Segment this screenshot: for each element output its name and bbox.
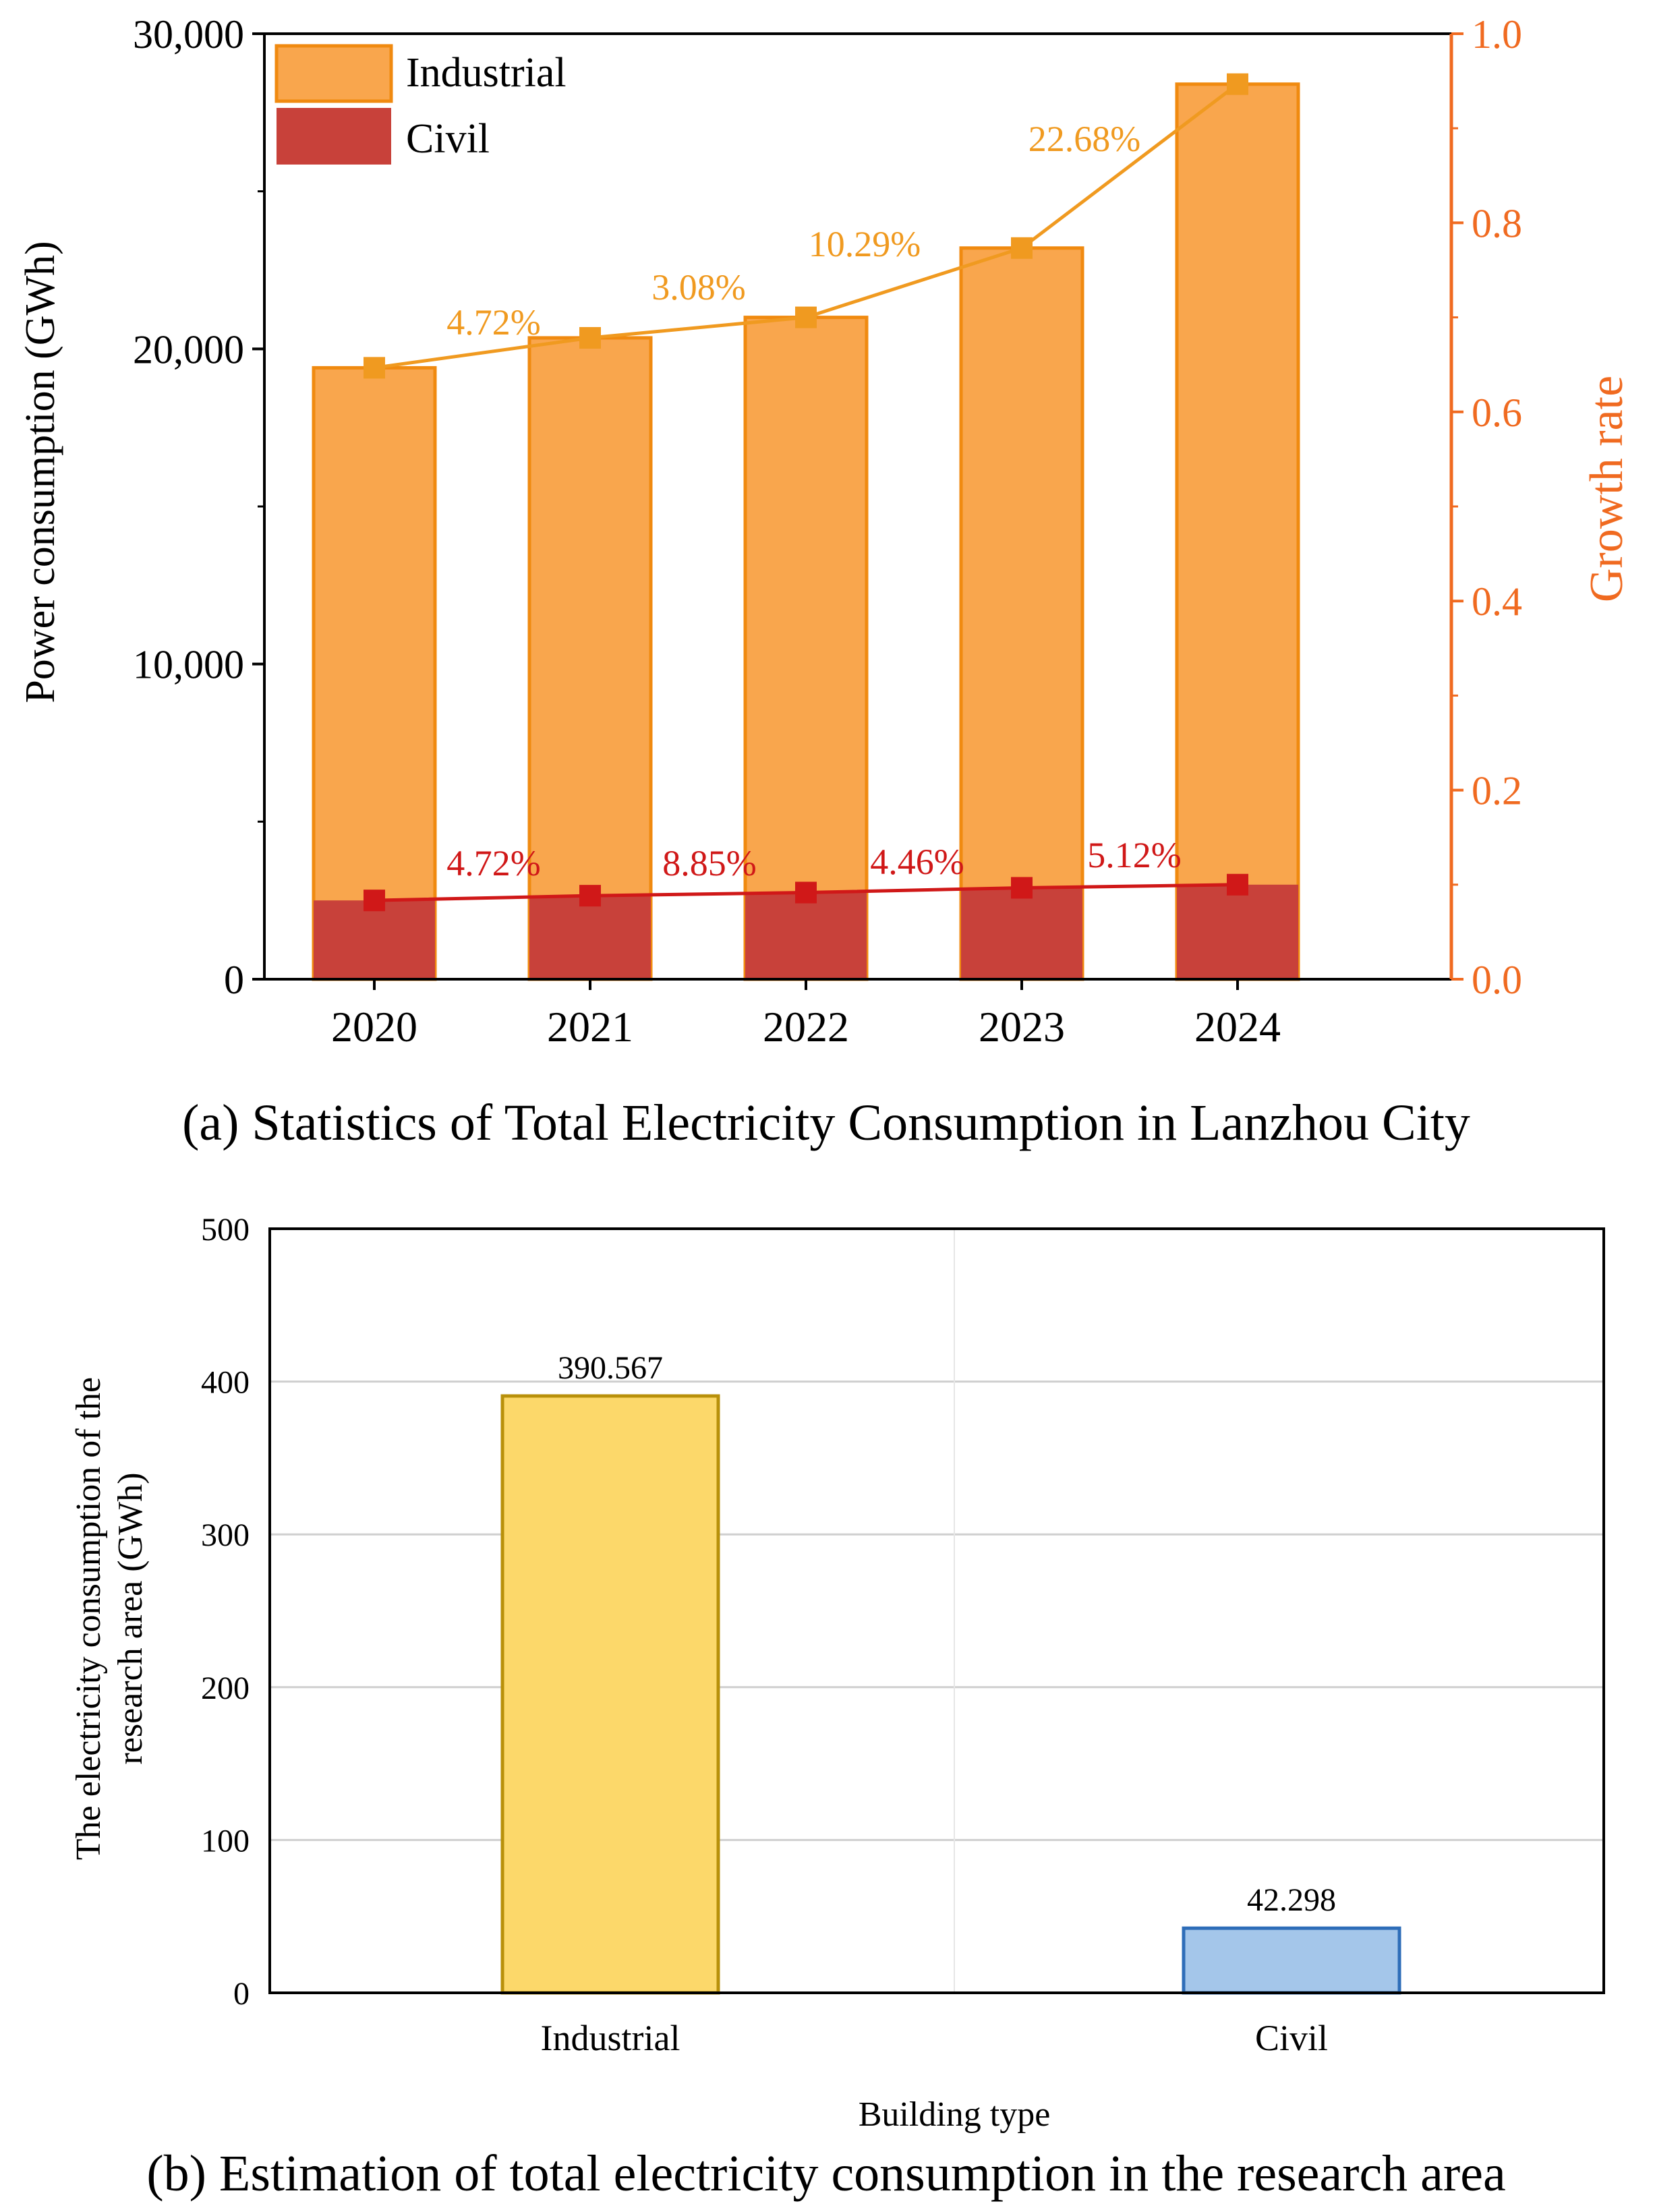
annotation-industrial-growth-3: 10.29% — [809, 224, 921, 264]
y-tick-label-right-0: 0.0 — [1472, 958, 1522, 1002]
y-tick-label-left-3: 30,000 — [133, 12, 244, 57]
marker-industrial-2020 — [364, 357, 385, 379]
x-tick-label-2022: 2022 — [763, 1003, 849, 1051]
x-tick-label-industrial: Industrial — [541, 2018, 680, 2058]
annotation-industrial-growth-2: 3.08% — [651, 267, 745, 308]
y-tick-label-right-3: 0.6 — [1472, 390, 1522, 435]
data-label-industrial: 390.567 — [558, 1350, 663, 1386]
bar-industrial-2021 — [527, 336, 653, 981]
chart-a-ylabel-right: Growth rate — [1581, 376, 1633, 602]
annotation-industrial-growth-4: 22.68% — [1028, 119, 1140, 159]
y-tick-label-left-2: 20,000 — [133, 327, 244, 372]
annotation-civil-growth-1: 4.72% — [446, 843, 540, 883]
bar-industrial-2020 — [312, 366, 437, 981]
bar-industrial — [500, 1394, 720, 1995]
chart-b-ylabel-line2: research area (GWh) — [111, 1472, 150, 1764]
chart-b-caption: (b) Estimation of total electricity cons… — [146, 2145, 1505, 2202]
chart-b-ylabel-line1: The electricity consumption of the — [69, 1377, 108, 1860]
y-tick-label-left-1: 10,000 — [133, 643, 244, 687]
chart-b-frame — [268, 1227, 1605, 1994]
y-tick-label-right-1: 0.2 — [1472, 769, 1522, 813]
annotation-civil-growth-4: 5.12% — [1087, 835, 1181, 875]
y-tick-label-b-1: 100 — [201, 1823, 250, 1859]
y-tick-label-right-4: 0.8 — [1472, 201, 1522, 245]
y-tick-label-b-5: 500 — [201, 1212, 250, 1248]
bar-civil-2023 — [961, 887, 1082, 979]
x-tick-label-2024: 2024 — [1194, 1003, 1281, 1051]
x-tick-label-2021: 2021 — [547, 1003, 633, 1051]
annotation-industrial-growth-1: 4.72% — [446, 302, 540, 343]
chart-a-growth-lines — [364, 73, 1248, 912]
chart-a-legend: Industrial Civil — [274, 44, 567, 165]
chart-b-xlabel: Building type — [859, 2095, 1051, 2134]
y-tick-label-b-2: 200 — [201, 1670, 250, 1706]
marker-civil-2020 — [364, 890, 385, 912]
marker-industrial-2023 — [1011, 237, 1033, 259]
chart-a-ticks: 2020 2021 2022 2023 2024 0 10,000 20,000 30,000 0… — [133, 12, 1522, 1051]
x-tick-label-2020: 2020 — [331, 1003, 417, 1051]
x-tick-label-2023: 2023 — [979, 1003, 1065, 1051]
bar-civil-2021 — [529, 896, 651, 979]
bar-civil-2024 — [1177, 884, 1298, 979]
bar-industrial-2023 — [959, 246, 1084, 981]
marker-industrial-2024 — [1227, 73, 1248, 95]
legend-swatch-civil — [277, 108, 391, 165]
bar-industrial-2024 — [1175, 82, 1300, 981]
annotation-civil-growth-3: 4.46% — [870, 842, 964, 882]
marker-industrial-2022 — [795, 306, 817, 328]
marker-civil-2024 — [1227, 873, 1248, 896]
y-tick-label-right-5: 1.0 — [1472, 12, 1522, 57]
marker-civil-2022 — [795, 881, 817, 904]
y-tick-label-right-2: 0.4 — [1472, 579, 1522, 624]
annotation-civil-growth-2: 8.85% — [662, 843, 756, 883]
legend-swatch-industrial — [274, 44, 393, 103]
bar-civil-2022 — [745, 892, 867, 979]
marker-civil-2023 — [1011, 877, 1033, 899]
marker-civil-2021 — [579, 885, 601, 907]
y-tick-label-left-0: 0 — [224, 958, 244, 1002]
marker-industrial-2021 — [579, 326, 601, 349]
y-tick-label-b-4: 400 — [201, 1365, 250, 1401]
chart-b-axes — [268, 1227, 1605, 1994]
chart-b-ticks: Industrial Civil 0 100 200 300 400 500 — [201, 1212, 1328, 2058]
chart-a-caption: (a) Statistics of Total Electricity Cons… — [182, 1095, 1470, 1151]
bar-industrial-2022 — [743, 316, 869, 981]
chart-a-ylabel: Power consumption (GWh) — [18, 241, 63, 703]
legend-label-industrial: Industrial — [406, 50, 567, 96]
y-tick-label-b-0: 0 — [233, 1976, 250, 2012]
y-tick-label-b-3: 300 — [201, 1517, 250, 1553]
bar-civil — [1182, 1926, 1401, 1995]
chart-a-bars — [312, 82, 1300, 981]
x-tick-label-civil: Civil — [1255, 2018, 1328, 2058]
data-label-civil: 42.298 — [1247, 1882, 1336, 1918]
legend-label-civil: Civil — [406, 116, 490, 162]
chart-b-bars: 390.567 42.298 — [500, 1350, 1401, 1995]
chart-a-annotations: 4.72% 3.08% 10.29% 22.68% 4.72% 8.85% 4.46% 5.1… — [446, 119, 1181, 883]
chart-a: 2020 2021 2022 2023 2024 0 10,000 20,000 30,000 0… — [18, 12, 1633, 1151]
chart-b: 390.567 42.298 Industrial Civil 0 100 200 300 4… — [69, 1212, 1605, 2202]
chart-b-grid — [269, 1227, 1604, 1993]
bar-civil-2020 — [314, 900, 435, 979]
